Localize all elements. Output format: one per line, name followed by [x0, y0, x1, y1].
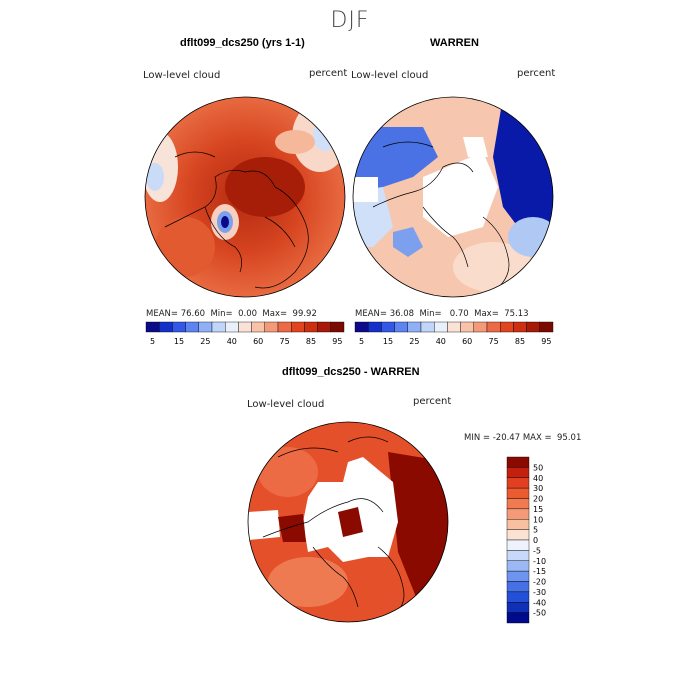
panel2-colorbar-swatch: [354, 321, 369, 333]
diff-colorbar-swatch: [506, 581, 530, 593]
diff-colorbar-tick-label: 15: [533, 505, 543, 514]
panel2-units: percent: [517, 68, 556, 79]
panel1-variable: Low-level cloud: [143, 70, 221, 81]
diff-colorbar-tick-label: 40: [533, 474, 543, 483]
diff-minmax: MIN = -20.47 MAX = 95.01: [464, 433, 582, 443]
panel1-polar-map: [144, 96, 346, 298]
diff-colorbar-tick-label: 10: [533, 515, 543, 524]
diff-colorbar-tick-label: -20: [533, 578, 546, 587]
diff-colorbar-swatch: [506, 456, 530, 468]
diff-colorbar-tick-label: -40: [533, 598, 546, 607]
panel2-colorbar-swatch: [394, 321, 408, 333]
panel2-colorbar: 5 15 25 40 60 75 85 95: [354, 321, 554, 346]
panel2-colorbar-tick-label: 25: [409, 337, 419, 346]
diff-colorbar-swatch: [506, 560, 530, 572]
panel1-colorbar-swatch: [277, 321, 292, 333]
panel2-colorbar-tick-label: 5: [359, 337, 364, 346]
diff-title: dflt099_dcs250 - WARREN: [282, 366, 420, 378]
panel1-colorbar: 5 15 25 40 60 75 85 95: [145, 321, 345, 346]
diff-colorbar-swatch: [506, 550, 530, 561]
panel1-units: percent: [309, 68, 348, 79]
panel2-colorbar-swatch: [473, 321, 488, 333]
diff-colorbar-tick-label: -15: [533, 567, 546, 576]
panel1-colorbar-swatch: [185, 321, 199, 333]
panel2-colorbar-tick-label: 75: [489, 337, 499, 346]
diff-units: percent: [413, 396, 452, 407]
diff-colorbar-swatch: [506, 519, 530, 530]
panel2-colorbar-swatch: [407, 321, 422, 333]
panel2-colorbar-tick-label: 40: [436, 337, 446, 346]
diff-colorbar-swatch: [506, 529, 530, 541]
panel1-colorbar-swatch: [158, 321, 173, 333]
diff-colorbar-tick-label: 30: [533, 484, 543, 493]
diff-colorbar-tick-label: 20: [533, 495, 543, 504]
panel2-colorbar-tick-label: 85: [515, 337, 525, 346]
diff-colorbar-swatch: [506, 477, 530, 489]
panel1-colorbar-tick-label: 25: [200, 337, 210, 346]
panel2-variable: Low-level cloud: [351, 70, 429, 81]
panel2-colorbar-swatch: [447, 321, 461, 333]
panel1-colorbar-tick-label: 15: [174, 337, 184, 346]
panel2-colorbar-swatch: [486, 321, 501, 333]
panel1-colorbar-tick-label: 85: [306, 337, 316, 346]
panel1-title: dflt099_dcs250 (yrs 1-1): [180, 37, 305, 49]
panel1-colorbar-swatch: [172, 321, 186, 333]
diff-colorbar-tick-label: -30: [533, 588, 546, 597]
panel2-colorbar-swatch: [367, 321, 382, 333]
panel1-colorbar-swatch: [251, 321, 265, 333]
panel1-colorbar-swatch: [211, 321, 226, 333]
diff-colorbar-swatch: [506, 487, 530, 499]
panel2-colorbar-swatch: [499, 321, 514, 333]
diff-colorbar-swatch: [506, 612, 530, 624]
panel2-colorbar-swatch: [460, 321, 474, 333]
panel1-colorbar-swatch: [304, 321, 318, 333]
panel2-colorbar-tick-label: 95: [541, 337, 551, 346]
panel2-colorbar-swatch: [420, 321, 435, 333]
diff-colorbar-tick-label: 0: [533, 536, 538, 545]
panel1-colorbar-tick-label: 5: [150, 337, 155, 346]
diff-polar-map: [247, 421, 449, 623]
diff-colorbar-swatch: [506, 570, 530, 582]
panel2-colorbar-tick-label: 60: [462, 337, 472, 346]
panel2-polar-map: [352, 96, 554, 298]
diff-colorbar-swatch: [506, 591, 530, 603]
panel1-colorbar-swatch: [198, 321, 213, 333]
panel1-colorbar-swatch: [290, 321, 305, 333]
panel1-colorbar-swatch: [317, 321, 332, 333]
diff-colorbar-swatch: [506, 467, 530, 478]
diff-colorbar-swatch: [506, 539, 530, 551]
panel1-colorbar-swatch: [224, 321, 239, 333]
diff-colorbar-swatch: [506, 498, 530, 510]
diff-colorbar-tick-label: 50: [533, 463, 543, 472]
panel2-colorbar-swatch: [433, 321, 448, 333]
panel1-colorbar-tick-label: 95: [332, 337, 342, 346]
diff-variable: Low-level cloud: [247, 399, 325, 410]
panel1-colorbar-swatch: [238, 321, 252, 333]
diff-colorbar-swatch: [506, 602, 530, 613]
diff-colorbar-tick-label: -10: [533, 557, 546, 566]
panel2-colorbar-tick-label: 15: [383, 337, 393, 346]
panel1-colorbar-swatch: [264, 321, 279, 333]
panel2-colorbar-swatch: [513, 321, 527, 333]
panel2-colorbar-swatch: [539, 321, 554, 333]
panel2-colorbar-swatch: [381, 321, 395, 333]
diff-colorbar-tick-label: -50: [533, 609, 546, 618]
panel2-title: WARREN: [430, 37, 479, 49]
panel2-stats: MEAN= 36.08 Min= 0.70 Max= 75.13: [355, 309, 529, 319]
diff-colorbar-swatch: [506, 508, 530, 520]
panel1-stats: MEAN= 76.60 Min= 0.00 Max= 99.92: [146, 309, 317, 319]
diff-colorbar-tick-label: 5: [533, 526, 538, 535]
panel2-colorbar-swatch: [526, 321, 541, 333]
panel1-colorbar-tick-label: 40: [227, 337, 237, 346]
panel1-colorbar-tick-label: 60: [253, 337, 263, 346]
panel1-colorbar-swatch: [330, 321, 345, 333]
panel1-colorbar-swatch: [145, 321, 160, 333]
season-title: DJF: [330, 8, 370, 33]
panel1-colorbar-tick-label: 75: [280, 337, 290, 346]
diff-colorbar-tick-label: -5: [533, 546, 541, 555]
